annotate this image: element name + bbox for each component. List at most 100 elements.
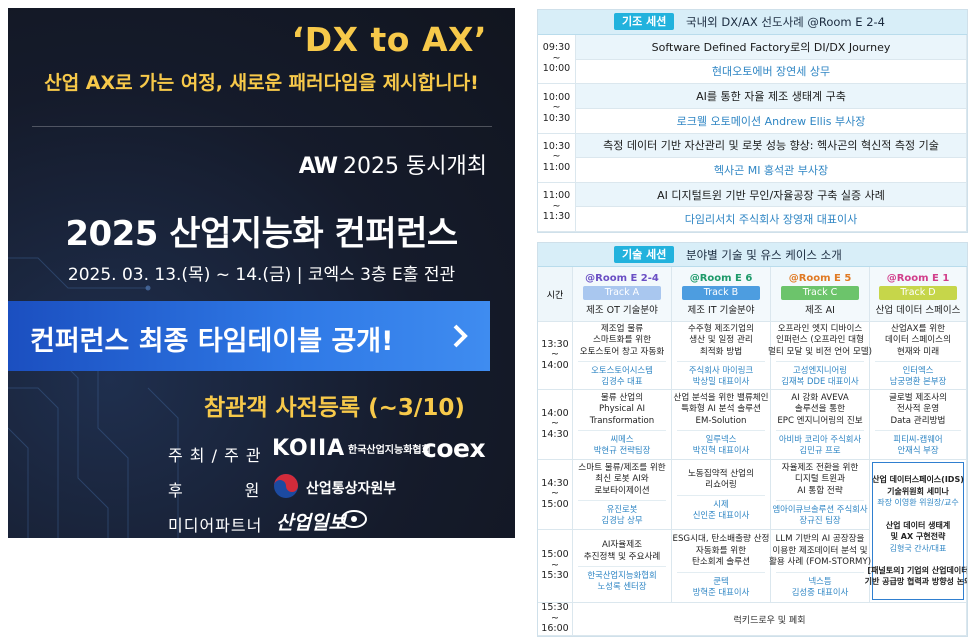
session-title: 국내외 DX/AX 선도사례 @Room E 2-4 [686, 15, 885, 29]
logo-industry-daily: 산업일보 [276, 512, 346, 534]
track-room: @Room E 2-4 [585, 272, 659, 284]
time-cell: 14:00 ~14:30 [538, 390, 573, 460]
session-cell: 제조업 물류 스마트화를 위한 오토스토어 창고 자동화 오토스토어시스템 김경수 대표 [573, 322, 672, 390]
speaker: 주식회사 마이링크 [688, 365, 754, 376]
talk-title: 수주형 제조기업의 [688, 323, 754, 334]
time-cell: 13:30 ~14:00 [538, 322, 573, 390]
session-cell: 물류 산업의 Physical AI Transformation 씨메스 박현규 전략… [573, 390, 672, 460]
session-cell: LLM 기반의 AI 공장장을 이용한 제조데이터 분석 및 활용 사례 (FOM-… [768, 530, 872, 603]
timetable-button[interactable]: 컨퍼런스 최종 타임테이블 공개! [8, 301, 490, 371]
speaker: 김경수 대표 [601, 376, 643, 387]
talk-title: 글로벌 제조사의 [888, 392, 948, 403]
speaker: 씨메스 [610, 434, 634, 445]
time-text: 10:30 [542, 112, 571, 124]
logo-koiia-name: 한국산업지능화협회 [348, 445, 431, 456]
cell-divider [577, 500, 667, 502]
talk-title: AI자율제조 [601, 540, 643, 550]
track-badge: Track B [682, 285, 760, 300]
time-text: ~ [551, 349, 559, 361]
talk-title: 오토스토어 창고 자동화 [579, 346, 665, 357]
talk-title: 특화형 AI 분석 솔루션 [681, 404, 761, 415]
co-event: AW 2025 동시개최 [299, 148, 487, 180]
talk-title: EPC 엔지니어링의 진보 [777, 415, 863, 426]
talk-title: 스마트화를 위한 [592, 335, 652, 346]
talk-title: 및 AX 구현전략 [890, 532, 946, 541]
time-text: 15:00 [541, 498, 569, 510]
time-text: 09:30 [542, 42, 571, 54]
time-cell: 15:30 ~16:00 [538, 603, 573, 636]
cell-divider [874, 361, 962, 363]
talk-title: 활용 사례 (FOM-STORMY) [768, 557, 872, 568]
logo-motie: 산업통상자원부 [306, 481, 397, 497]
logo-koiia: KOIIA [272, 436, 346, 461]
time-text: 10:00 [542, 91, 571, 103]
keynote-speaker: 헥사곤 MI 홍석관 부사장 [576, 158, 967, 183]
talk-title: 최신 로봇 AI와 [595, 474, 649, 485]
session-cell: ESG시대, 탄소배출량 산정 자동화를 위한 탄소회계 솔루션 쿤텍 방혁준 대표이사 [672, 530, 771, 603]
talk-title: 산업 분석을 위한 밸류체인 [673, 392, 769, 403]
time-text: 16:00 [541, 623, 569, 635]
sponsor-label: 미디어파트너 [168, 516, 263, 535]
co-event-text: 2025 동시개최 [343, 154, 487, 179]
speaker: 유진로봇 [606, 504, 638, 515]
time-text: 14:30 [541, 477, 569, 489]
keynote-title: AI를 통한 자율 제조 생태계 구축 [576, 84, 967, 109]
cell-divider [775, 430, 865, 432]
talk-title: 멀티 모달 및 비전 언어 모델) [768, 346, 872, 357]
talk-title: 추진정책 및 주요사례 [583, 551, 661, 562]
time-text: ~ [552, 151, 561, 163]
speaker: 방혁준 대표이사 [692, 586, 750, 597]
talk-title: Physical AI [598, 404, 646, 415]
time-text: 14:30 [541, 428, 569, 440]
talk-title: [패널토의] 기업의 산업데이터 [867, 565, 968, 575]
session-badge: 기조 세션 [614, 13, 675, 30]
talk-title: AI 강화 AVEVA [791, 392, 849, 403]
track-header: @Room E 2-4 Track A 제조 OT 기술분야 [573, 267, 672, 322]
time-text: ~ [551, 418, 559, 430]
time-cell: 10:00 ~10:30 [538, 84, 576, 134]
track-header: @Room E 1 Track D 산업 데이터 스페이스 [870, 267, 967, 322]
cell-divider [775, 361, 865, 363]
time-cell: 14:30 ~15:00 [538, 460, 573, 530]
cell-divider [775, 571, 865, 573]
government-emblem [274, 474, 298, 498]
session-cell: 스마트 물류/제조를 위한 최신 로봇 AI와 로보타이제이션 유진로봇 김경남 상무 [573, 460, 672, 530]
talk-title: 산업AX를 위한 [890, 323, 946, 334]
talk-title: 이용한 제조데이터 분석 및 [772, 545, 868, 556]
talk-title: 인퍼런스 (오프라인 대형 [776, 335, 864, 346]
time-text: 15:00 [541, 549, 569, 561]
talk-title: 데이터 스페이스의 [885, 335, 951, 346]
speaker: 엠아이큐브솔루션 주식회사 [772, 504, 868, 515]
speaker: 김형국 간사/대표 [889, 543, 947, 553]
session-cell: 수주형 제조기업의 생산 및 일정 관리 최적화 방법 주식회사 마이링크 박상밀 대표… [672, 322, 771, 390]
logo-coex: coex [422, 434, 486, 463]
registration: 참관객 사전등록 (~3/10) [204, 395, 465, 421]
session-part: [패널토의] 기업의 산업데이터 기반 공급망 협력과 방향성 논의 [865, 565, 968, 588]
time-header: 시간 [538, 267, 573, 322]
speaker: 쿤텍 [713, 575, 729, 586]
track-field: 제조 AI [805, 304, 835, 316]
speaker: 좌장 이영환 위원장/교수 [877, 498, 959, 508]
headline: ‘DX to AX’ [291, 20, 487, 59]
session-cell: 자율제조 전환을 위한 디지털 트윈과 AI 통합 전략 엠아이큐브솔루션 주식회사 장… [771, 460, 870, 530]
co-event-brand: AW [298, 154, 338, 179]
track-field: 제조 OT 기술분야 [586, 304, 658, 316]
talk-title: EM-Solution [695, 415, 747, 426]
track-header: @Room E 5 Track C 제조 AI [771, 267, 870, 322]
date-venue: 2025. 03. 13.(목) ~ 14.(금) | 코엑스 3층 E홀 전관 [67, 265, 456, 285]
talk-title: 생산 및 일정 관리 [689, 335, 753, 346]
cell-divider [874, 430, 962, 432]
track-header: @Room E 6 Track B 제조 IT 기술분야 [672, 267, 771, 322]
talk-title: 스마트 물류/제조를 위한 [578, 462, 666, 473]
sponsor-label: 주 최 / 주 관 [168, 446, 262, 465]
button-text: 컨퍼런스 최종 타임테이블 공개! [30, 326, 394, 357]
session-badge: 기술 세션 [614, 246, 675, 263]
time-text: ~ [552, 52, 561, 64]
talk-title: 산업 데이터 생태계 [885, 520, 951, 530]
talk-title: 탄소회계 솔루션 [691, 557, 751, 568]
speaker: 김재복 DDE 대표이사 [781, 376, 859, 387]
session-cell: 산업 분석을 위한 밸류체인 특화형 AI 분석 솔루션 EM-Solution 일루… [672, 390, 771, 460]
talk-title: AI 통합 전략 [797, 485, 843, 496]
